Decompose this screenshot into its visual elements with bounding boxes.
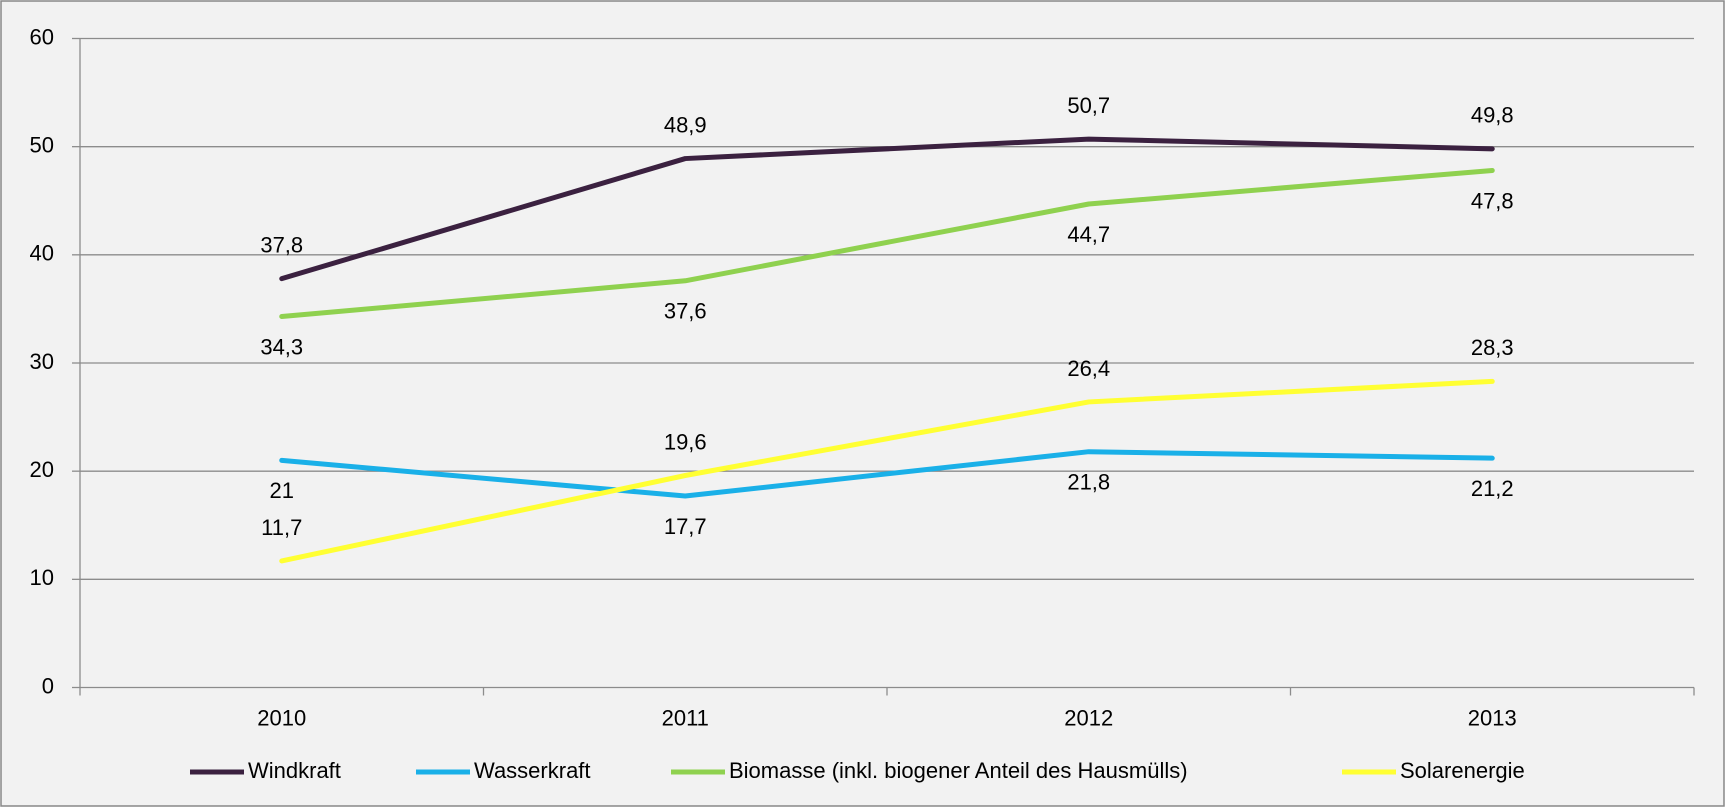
data-label: 48,9: [664, 112, 707, 137]
legend-label: Wasserkraft: [474, 758, 591, 783]
series-line: [279, 378, 1495, 564]
y-tick-label: 10: [30, 565, 54, 590]
data-label: 21: [270, 478, 294, 503]
data-label: 50,7: [1067, 93, 1110, 118]
data-label: 28,3: [1471, 335, 1514, 360]
x-tick-label: 2013: [1468, 705, 1517, 730]
legend-label: Solarenergie: [1400, 758, 1525, 783]
data-label: 17,7: [664, 514, 707, 539]
y-tick-label: 50: [30, 132, 54, 157]
series-line: [279, 449, 1495, 499]
data-label: 37,8: [260, 232, 303, 257]
data-label: 37,6: [664, 299, 707, 324]
x-tick-label: 2012: [1064, 705, 1113, 730]
x-tick-label: 2011: [662, 705, 709, 730]
data-label: 11,7: [261, 515, 302, 540]
data-label: 21,8: [1067, 470, 1110, 495]
legend-label: Windkraft: [248, 758, 341, 783]
y-tick-label: 20: [30, 457, 54, 482]
series-line: [279, 167, 1495, 319]
data-label: 44,7: [1067, 222, 1110, 247]
data-label: 21,2: [1471, 476, 1514, 501]
legend-label: Biomasse (inkl. biogener Anteil des Haus…: [729, 758, 1188, 783]
data-label: 26,4: [1067, 356, 1110, 381]
data-label: 49,8: [1471, 103, 1514, 128]
data-label: 19,6: [664, 429, 707, 454]
y-tick-label: 30: [30, 349, 54, 374]
x-tick-label: 2010: [257, 705, 306, 730]
y-tick-label: 0: [42, 673, 54, 698]
y-tick-label: 40: [30, 241, 54, 266]
data-label: 47,8: [1471, 188, 1514, 213]
data-label: 34,3: [260, 334, 303, 359]
y-tick-label: 60: [30, 24, 54, 49]
series-line: [279, 136, 1495, 282]
